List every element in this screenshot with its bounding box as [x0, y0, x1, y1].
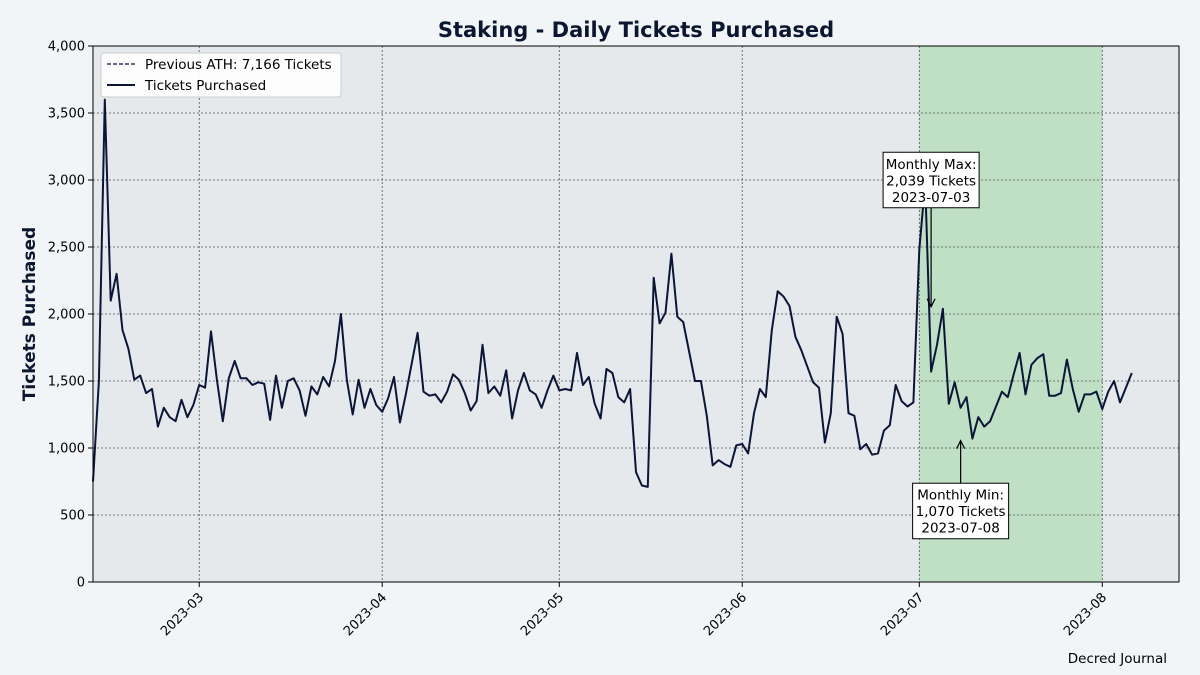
annotation-text-line: 1,070 Tickets: [916, 504, 1006, 520]
grid-group: [93, 46, 1179, 582]
annotation-text-line: Monthly Min:: [917, 488, 1004, 504]
y-axis-ticks: 0 500 1,000 1,500 2,000 2,500 3,000 3,500 4,000: [48, 40, 93, 591]
legend-label-tickets-purchased: Tickets Purchased: [144, 78, 266, 94]
y-axis-label: Tickets Purchased: [20, 227, 40, 401]
annotation-arrowhead: [956, 439, 966, 449]
y-tick-label: 3,000: [48, 174, 85, 189]
series-line-tickets-purchased: [92, 98, 1133, 488]
y-tick-label: 4,000: [48, 40, 85, 55]
annotation-text-line: Monthly Max:: [886, 157, 977, 173]
annotation-box: [912, 482, 1010, 540]
annotations-group: Monthly Max:2,039 Tickets2023-07-03Month…: [882, 151, 1010, 540]
annotation-arrowhead: [926, 298, 936, 309]
x-tick-label: 2023-08: [1061, 590, 1110, 639]
annotation-text-line: 2023-07-03: [892, 190, 970, 206]
annotation-text-line: 2023-07-08: [921, 521, 999, 537]
series-group: [92, 98, 1133, 488]
x-tick-label: 2023-03: [158, 590, 207, 639]
annotation-box: [882, 151, 980, 209]
x-tick-label: 2023-04: [341, 590, 390, 639]
y-tick-label: 2,000: [48, 308, 85, 323]
y-tick-label: 500: [60, 509, 85, 524]
legend-box: [100, 52, 342, 98]
y-tick-label: 0: [77, 576, 85, 591]
legend-label-previous-ath: Previous ATH: 7,166 Tickets: [145, 57, 332, 73]
y-tick-label: 3,500: [48, 107, 85, 122]
legend: Previous ATH: 7,166 Tickets Tickets Purch…: [100, 52, 342, 98]
y-tick-label: 1,500: [48, 375, 85, 390]
credit-text: Decred Journal: [1068, 651, 1167, 667]
chart-title: Staking - Daily Tickets Purchased: [438, 18, 834, 42]
x-axis-ticks: 2023-03 2023-04 2023-05 2023-06 2023-07 2023-…: [158, 582, 1110, 639]
x-tick-label: 2023-07: [878, 590, 927, 639]
y-tick-label: 1,000: [48, 442, 85, 457]
annotation-text-line: 2,039 Tickets: [886, 173, 976, 189]
x-tick-label: 2023-05: [518, 590, 567, 639]
y-tick-label: 2,500: [48, 241, 85, 256]
x-tick-label: 2023-06: [701, 590, 750, 639]
